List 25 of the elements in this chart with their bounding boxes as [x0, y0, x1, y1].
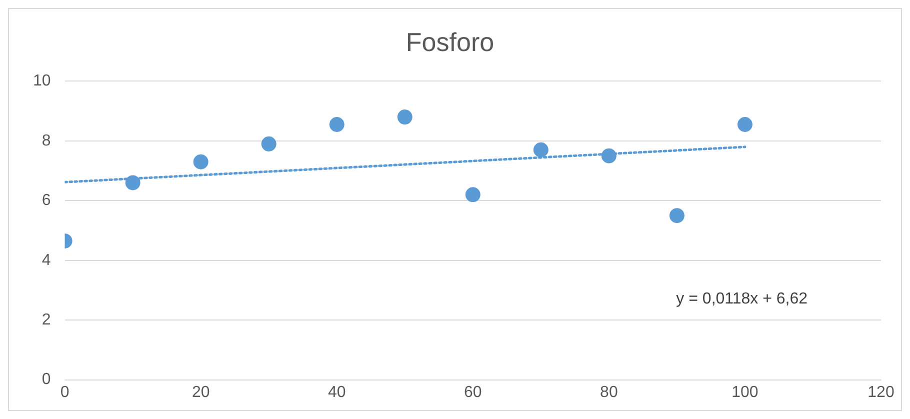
point: [737, 116, 752, 132]
point: [397, 110, 412, 125]
chart-title: Fosforo: [406, 26, 494, 57]
x-tick-label: 40: [328, 384, 346, 401]
point: [601, 148, 616, 164]
x-tick-label: 0: [60, 384, 70, 401]
point: [533, 142, 548, 158]
point: [193, 154, 208, 170]
x-tick-label: 60: [464, 384, 482, 401]
x-tick-label: 80: [600, 384, 618, 401]
point: [125, 175, 140, 190]
point: [669, 208, 684, 224]
y-tick-label: 0: [42, 371, 51, 388]
x-tick-label: 20: [192, 384, 210, 401]
point: [465, 187, 480, 202]
x-tick-label: 100: [732, 384, 758, 401]
y-tick-label: 2: [42, 311, 51, 328]
annotation: y = 0,0118x + 6,62: [676, 290, 808, 308]
point: [329, 116, 344, 132]
y-tick-label: 10: [33, 72, 51, 90]
y-tick-label: 8: [42, 132, 51, 150]
y-tick-label: 4: [42, 252, 51, 269]
x-tick-label: 120: [868, 384, 894, 401]
point: [261, 136, 276, 152]
y-tick-label: 6: [42, 192, 51, 210]
